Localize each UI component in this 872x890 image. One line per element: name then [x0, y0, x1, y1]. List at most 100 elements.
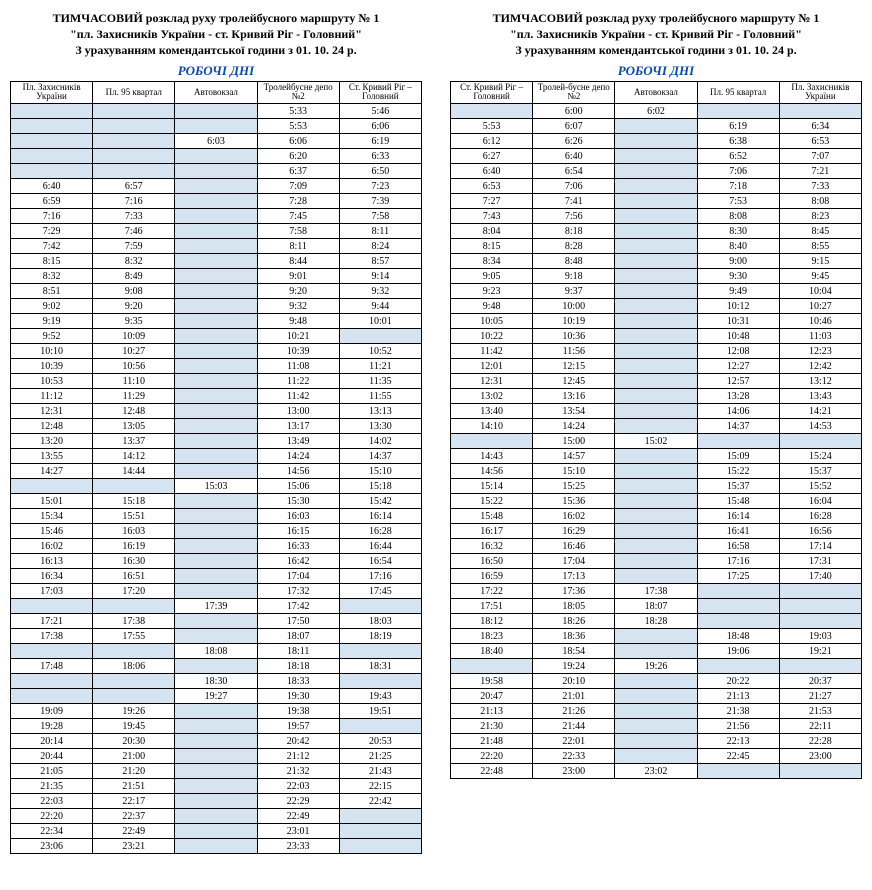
- time-cell: 7:46: [93, 224, 175, 239]
- time-cell: 16:14: [697, 509, 779, 524]
- time-cell: 17:55: [93, 629, 175, 644]
- time-cell: 18:08: [175, 644, 257, 659]
- time-cell: [615, 674, 697, 689]
- column-header: Пл. Захисників України: [11, 81, 93, 104]
- left-schedule-table: Пл. Захисників УкраїниПл. 95 кварталАвто…: [10, 81, 422, 855]
- time-cell: 16:19: [93, 539, 175, 554]
- time-cell: 18:06: [93, 659, 175, 674]
- time-cell: 12:31: [451, 374, 533, 389]
- time-cell: [11, 134, 93, 149]
- time-cell: 10:12: [697, 299, 779, 314]
- table-row: 9:029:209:329:44: [11, 299, 422, 314]
- time-cell: 10:31: [697, 314, 779, 329]
- right-title-1: ТИМЧАСОВИЙ розклад руху тролейбусного ма…: [450, 10, 862, 26]
- time-cell: [93, 479, 175, 494]
- time-cell: [615, 134, 697, 149]
- time-cell: [11, 149, 93, 164]
- time-cell: 18:23: [451, 629, 533, 644]
- time-cell: 20:30: [93, 734, 175, 749]
- time-cell: 14:37: [697, 419, 779, 434]
- column-header: Пл. 95 квартал: [697, 81, 779, 104]
- time-cell: 6:53: [779, 134, 861, 149]
- time-cell: 18:12: [451, 614, 533, 629]
- time-cell: 9:48: [257, 314, 339, 329]
- table-row: 12:3112:4813:0013:13: [11, 404, 422, 419]
- time-cell: 7:21: [779, 164, 861, 179]
- time-cell: [93, 644, 175, 659]
- time-cell: 15:24: [779, 449, 861, 464]
- time-cell: 20:47: [451, 689, 533, 704]
- time-cell: 13:30: [339, 419, 421, 434]
- time-cell: [175, 569, 257, 584]
- time-cell: 16:14: [339, 509, 421, 524]
- time-cell: [615, 749, 697, 764]
- time-cell: 16:51: [93, 569, 175, 584]
- time-cell: 10:48: [697, 329, 779, 344]
- time-cell: 15:22: [451, 494, 533, 509]
- time-cell: 21:53: [779, 704, 861, 719]
- time-cell: 10:21: [257, 329, 339, 344]
- time-cell: 16:59: [451, 569, 533, 584]
- table-row: 18:4018:5419:0619:21: [451, 644, 862, 659]
- right-schedule-table: Ст. Кривий Ріг – ГоловнийТролей-бусне де…: [450, 81, 862, 780]
- time-cell: 13:00: [257, 404, 339, 419]
- time-cell: 9:45: [779, 269, 861, 284]
- time-cell: 13:20: [11, 434, 93, 449]
- time-cell: 22:20: [11, 809, 93, 824]
- time-cell: 9:32: [257, 299, 339, 314]
- time-cell: [615, 404, 697, 419]
- time-cell: 22:03: [257, 779, 339, 794]
- time-cell: 15:48: [451, 509, 533, 524]
- time-cell: 10:19: [533, 314, 615, 329]
- time-cell: [615, 524, 697, 539]
- time-cell: 12:45: [533, 374, 615, 389]
- time-cell: [339, 599, 421, 614]
- time-cell: 12:01: [451, 359, 533, 374]
- column-header: Ст. Кривий Ріг – Головний: [451, 81, 533, 104]
- time-cell: 7:58: [257, 224, 339, 239]
- table-row: 15:0015:02: [451, 434, 862, 449]
- time-cell: 11:10: [93, 374, 175, 389]
- time-cell: 18:40: [451, 644, 533, 659]
- time-cell: [615, 359, 697, 374]
- time-cell: 8:15: [451, 239, 533, 254]
- time-cell: 18:36: [533, 629, 615, 644]
- time-cell: [615, 239, 697, 254]
- table-row: 7:297:467:588:11: [11, 224, 422, 239]
- time-cell: 14:06: [697, 404, 779, 419]
- table-row: 23:0623:2123:33: [11, 839, 422, 854]
- table-row: 20:4421:0021:1221:25: [11, 749, 422, 764]
- time-cell: [175, 374, 257, 389]
- time-cell: [779, 764, 861, 779]
- time-cell: 7:42: [11, 239, 93, 254]
- time-cell: 14:27: [11, 464, 93, 479]
- time-cell: 8:11: [339, 224, 421, 239]
- time-cell: 14:21: [779, 404, 861, 419]
- time-cell: 8:45: [779, 224, 861, 239]
- table-row: 9:199:359:4810:01: [11, 314, 422, 329]
- table-row: 15:0115:1815:3015:42: [11, 494, 422, 509]
- time-cell: 7:16: [93, 194, 175, 209]
- time-cell: 7:56: [533, 209, 615, 224]
- time-cell: 16:29: [533, 524, 615, 539]
- time-cell: 15:51: [93, 509, 175, 524]
- time-cell: 10:39: [11, 359, 93, 374]
- time-cell: 11:29: [93, 389, 175, 404]
- time-cell: 23:33: [257, 839, 339, 854]
- time-cell: 16:15: [257, 524, 339, 539]
- table-row: 6:006:02: [451, 104, 862, 119]
- time-cell: [615, 509, 697, 524]
- table-row: 8:048:188:308:45: [451, 224, 862, 239]
- column-header: Пл. 95 квартал: [93, 81, 175, 104]
- time-cell: 17:25: [697, 569, 779, 584]
- time-cell: 6:07: [533, 119, 615, 134]
- time-cell: 6:20: [257, 149, 339, 164]
- time-cell: 8:04: [451, 224, 533, 239]
- table-row: 22:2022:3722:49: [11, 809, 422, 824]
- time-cell: 6:27: [451, 149, 533, 164]
- time-cell: 19:27: [175, 689, 257, 704]
- time-cell: 15:14: [451, 479, 533, 494]
- time-cell: [615, 734, 697, 749]
- table-row: 21:0521:2021:3221:43: [11, 764, 422, 779]
- time-cell: [615, 314, 697, 329]
